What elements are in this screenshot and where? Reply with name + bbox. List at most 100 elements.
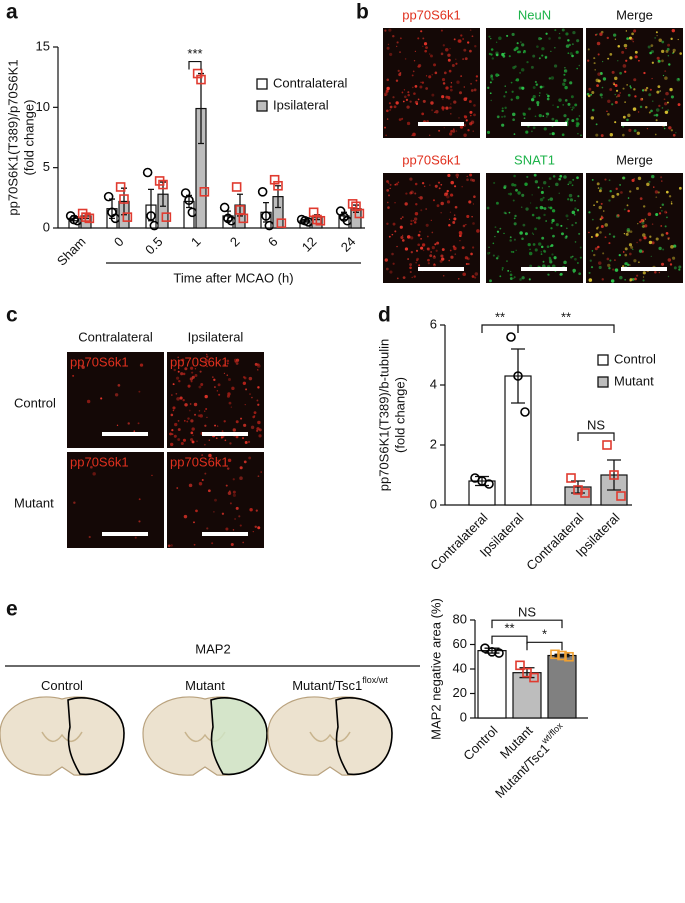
cell-signal [510,98,513,101]
cell-signal [617,94,621,98]
cell-signal [546,245,550,249]
cell-signal [598,189,602,193]
cell-signal [501,107,504,110]
cell-signal [458,117,460,119]
cell-signal [513,217,516,220]
cell-signal [399,51,401,53]
cell-signal [598,205,602,210]
cell-signal [452,221,456,224]
cell-signal [417,37,420,40]
y-tick-label: 80 [453,611,467,626]
cell-signal [510,81,513,84]
cell-signal [235,506,239,510]
cell-signal [176,487,179,489]
cell-signal [404,95,407,99]
cell-signal [406,105,410,109]
cell-signal [612,268,615,271]
cell-signal [414,50,417,53]
cell-signal [617,60,619,62]
cell-signal [193,402,198,407]
cell-signal [654,37,657,39]
cell-signal [570,256,573,259]
cell-signal [563,78,567,82]
cell-signal [614,76,618,81]
cell-signal [625,262,629,266]
cell-signal [460,34,463,37]
cell-signal [471,216,473,218]
image-label: NeuN [518,7,551,22]
cell-signal [519,278,522,281]
cell-signal [463,86,465,88]
cell-signal [433,63,437,67]
cell-signal [422,99,426,103]
cell-signal [452,129,456,133]
cell-signal [258,428,262,432]
cell-signal [389,270,393,274]
cell-signal [493,181,496,184]
cell-signal [625,232,629,236]
cell-signal [401,117,404,120]
cell-signal [670,245,674,249]
cell-signal [449,88,453,92]
cell-signal [618,253,621,257]
cell-signal [465,262,468,266]
cell-signal [673,266,677,270]
cell-signal [194,368,197,370]
cell-signal [663,127,666,130]
cell-signal [622,64,627,68]
cell-signal [597,245,600,249]
cell-signal [491,57,494,60]
column-label: Ipsilateral [188,329,244,344]
data-point [506,332,516,342]
cell-signal [394,202,396,204]
data-point [115,182,126,192]
cell-signal [420,30,423,33]
cell-signal [523,117,526,120]
cell-signal [488,246,490,248]
cell-signal [660,262,665,266]
cell-signal [398,118,402,121]
y-tick-label: 0 [460,709,467,724]
cell-signal [549,206,553,210]
cell-signal [560,232,564,236]
cell-signal [595,227,599,230]
cell-signal [414,192,417,195]
cell-signal [449,249,452,252]
cell-signal [624,247,628,251]
cell-signal [396,277,399,280]
cell-signal [594,33,597,36]
cell-signal [399,225,403,229]
data-point [513,371,523,381]
cell-signal [653,114,656,117]
cell-signal [392,34,395,38]
cell-signal [467,129,470,132]
cell-signal [607,112,610,116]
cell-signal [469,29,472,31]
cell-signal [242,437,245,439]
cell-signal [463,97,468,101]
cell-signal [563,114,567,118]
cell-signal [607,263,611,268]
cell-signal [534,227,537,231]
cell-signal [634,277,637,281]
cell-signal [614,84,618,87]
cell-signal [179,396,183,400]
cell-signal [436,204,440,208]
cell-signal [252,415,256,419]
cell-signal [558,177,562,181]
cell-signal [199,370,202,373]
cell-signal [669,87,673,92]
cell-signal [407,258,410,260]
cell-signal [177,438,181,441]
cell-signal [564,67,566,69]
cell-signal [186,420,189,423]
cell-signal [409,191,413,195]
cell-signal [456,176,458,179]
cell-signal [442,44,445,47]
cell-signal [450,113,452,115]
cell-signal [450,193,454,197]
cell-signal [489,81,492,84]
cell-signal [88,535,91,539]
cell-signal [624,70,627,73]
cell-signal [425,46,428,50]
